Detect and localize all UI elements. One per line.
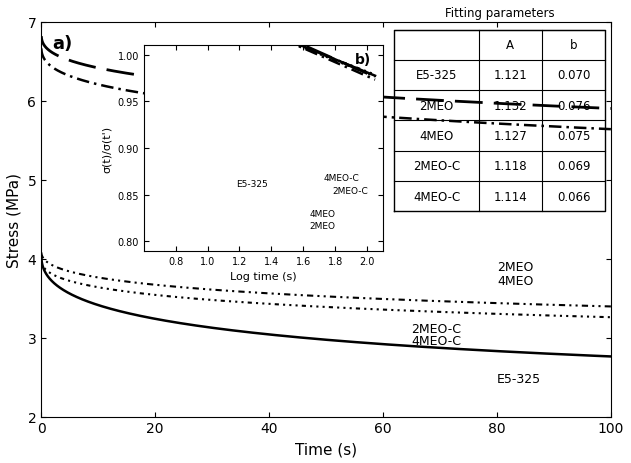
Text: E5-325: E5-325 [497,372,541,385]
Y-axis label: Stress (MPa): Stress (MPa) [7,172,22,267]
Text: 4MEO-C: 4MEO-C [411,334,461,347]
Text: 2MEO-C: 2MEO-C [411,322,461,335]
Text: 2MEO: 2MEO [497,261,533,274]
Text: a): a) [52,34,73,52]
X-axis label: Time (s): Time (s) [295,441,357,456]
Text: 4MEO: 4MEO [497,275,533,288]
